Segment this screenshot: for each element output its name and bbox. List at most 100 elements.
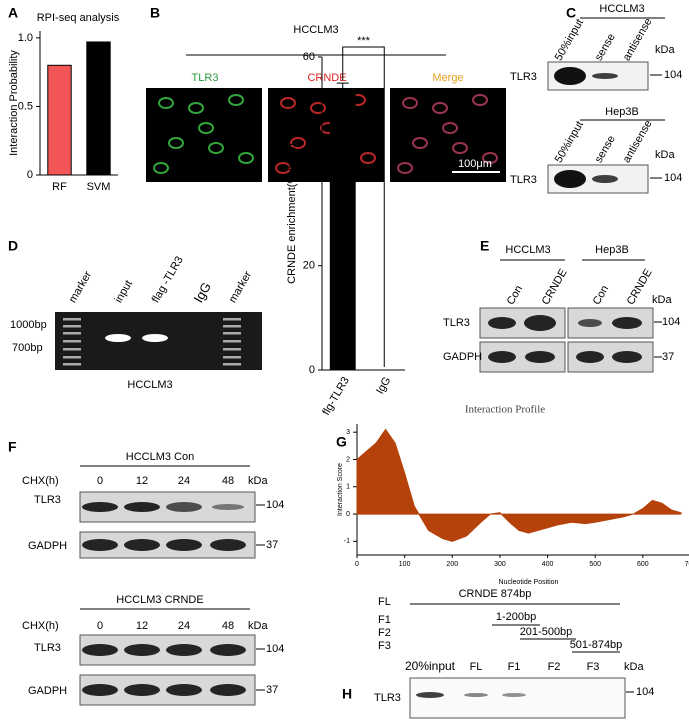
micrograph bbox=[390, 88, 506, 182]
band bbox=[592, 73, 618, 79]
error-bar bbox=[336, 82, 349, 94]
cell bbox=[482, 152, 498, 164]
ladder bbox=[63, 332, 81, 335]
protein: TLR3 bbox=[443, 317, 470, 329]
x-tick-label: SVM bbox=[87, 181, 111, 193]
construct: F3 bbox=[378, 640, 391, 652]
x-tick-label: 400 bbox=[542, 561, 554, 568]
band bbox=[612, 317, 642, 329]
channel: Merge bbox=[432, 72, 463, 84]
time: 48 bbox=[222, 620, 234, 632]
lane: sense bbox=[593, 32, 618, 63]
channel: TLR3 bbox=[192, 72, 219, 84]
panel-label: D bbox=[8, 238, 18, 254]
y-tick-label: 0 bbox=[346, 511, 350, 518]
gel-band bbox=[105, 334, 131, 342]
band bbox=[488, 351, 516, 363]
y-axis-label: Interaction Score bbox=[337, 463, 344, 516]
y-tick-label: 60 bbox=[303, 51, 315, 63]
y-tick-label: 0.5 bbox=[18, 100, 33, 112]
band bbox=[124, 644, 160, 656]
protein: TLR3 bbox=[34, 494, 61, 506]
ladder bbox=[223, 363, 241, 366]
cell bbox=[208, 142, 224, 154]
y-tick-label: -1 bbox=[344, 538, 350, 545]
band bbox=[210, 684, 246, 696]
fragment: 1-200bp bbox=[496, 611, 536, 623]
x-tick-label: 500 bbox=[589, 561, 601, 568]
cell bbox=[168, 137, 184, 149]
fragment: CRNDE 874bp bbox=[459, 588, 532, 600]
marker: 37 bbox=[266, 684, 278, 696]
cell bbox=[158, 97, 174, 109]
panel-label: E bbox=[480, 238, 489, 254]
lane: 20%input bbox=[405, 659, 456, 673]
significance-bracket bbox=[342, 46, 385, 367]
panel-label: B bbox=[150, 5, 160, 21]
protein: GADPH bbox=[443, 351, 482, 363]
lane: FL bbox=[470, 661, 483, 673]
band bbox=[166, 539, 202, 551]
y-tick-label: 0 bbox=[309, 364, 315, 376]
band bbox=[82, 502, 118, 512]
band bbox=[124, 502, 160, 512]
lane: sense bbox=[593, 134, 618, 165]
lane: IgG bbox=[191, 280, 214, 306]
cell bbox=[432, 102, 448, 114]
time: 0 bbox=[97, 620, 103, 632]
title: HCCLM3 CRNDE bbox=[116, 594, 203, 606]
fragment: 201-500bp bbox=[520, 626, 573, 638]
construct: FL bbox=[378, 596, 391, 608]
y-axis-label: Interaction Probability bbox=[8, 50, 20, 156]
bar bbox=[47, 64, 72, 176]
chart-title: Interaction Profile bbox=[465, 404, 545, 416]
panel-label: C bbox=[566, 5, 576, 21]
lane: CRNDE bbox=[625, 267, 655, 307]
y-axis-label: CRNDE enrichment(% input) bbox=[286, 143, 298, 284]
ladder bbox=[63, 340, 81, 343]
panel-label: H bbox=[342, 686, 352, 702]
size-marker: 1000bp bbox=[10, 319, 47, 331]
scale-bar-label: 100μm bbox=[458, 158, 492, 170]
lane: F2 bbox=[548, 661, 561, 673]
marker: 104 bbox=[664, 69, 682, 81]
ladder bbox=[223, 332, 241, 335]
lane: marker bbox=[67, 269, 95, 305]
band bbox=[166, 684, 202, 696]
band bbox=[592, 175, 618, 183]
lane: flag -TLR3 bbox=[150, 254, 186, 304]
x-tick-label: 0 bbox=[355, 561, 359, 568]
cell bbox=[412, 137, 428, 149]
cell bbox=[228, 94, 244, 106]
cell bbox=[310, 102, 326, 114]
caption: HCCLM3 bbox=[127, 379, 172, 391]
cell bbox=[153, 162, 169, 174]
bar bbox=[329, 93, 356, 371]
marker: 104 bbox=[636, 686, 654, 698]
title: HCCLM3 bbox=[293, 24, 338, 36]
band bbox=[210, 539, 246, 551]
lane: 50%input bbox=[553, 17, 586, 63]
group: HCCLM3 bbox=[505, 244, 550, 256]
protein: TLR3 bbox=[374, 692, 401, 704]
micrograph bbox=[146, 88, 262, 182]
fragment: 501-874bp bbox=[570, 639, 623, 651]
ladder bbox=[223, 348, 241, 351]
x-tick-label: 700 bbox=[685, 561, 689, 568]
band bbox=[124, 684, 160, 696]
cell-line: Hep3B bbox=[605, 106, 639, 118]
y-tick-label: 40 bbox=[303, 155, 315, 167]
band bbox=[416, 692, 444, 698]
ladder bbox=[63, 318, 81, 321]
marker: 104 bbox=[664, 172, 682, 184]
band bbox=[525, 351, 555, 363]
blot bbox=[409, 677, 626, 719]
cell bbox=[238, 152, 254, 164]
band bbox=[578, 319, 602, 327]
cell bbox=[280, 97, 296, 109]
band bbox=[612, 351, 642, 363]
band bbox=[554, 170, 586, 188]
unit: kDa bbox=[655, 44, 675, 56]
unit: kDa bbox=[652, 294, 672, 306]
